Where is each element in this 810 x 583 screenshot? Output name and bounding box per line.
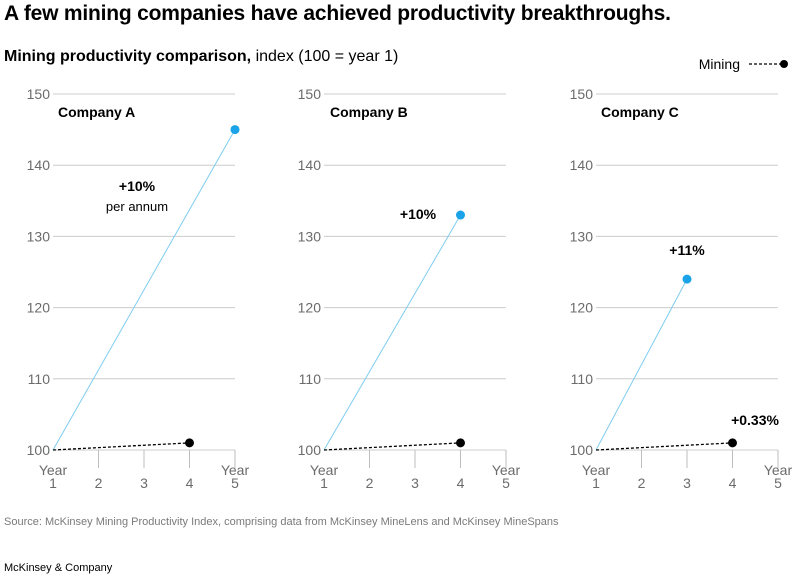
x-tick-label: 4 <box>186 475 194 491</box>
panel-title: Company A <box>58 104 135 120</box>
x-axis-label: Year <box>492 462 521 478</box>
chart-subtitle: Mining productivity comparison, index (1… <box>4 48 398 66</box>
company-series-line <box>52 129 236 451</box>
x-tick-label: 3 <box>411 475 419 491</box>
company-end-point <box>682 274 692 284</box>
company-series-line <box>323 214 461 451</box>
y-tick-label: 140 <box>27 157 51 173</box>
y-tick-label: 110 <box>28 371 51 387</box>
company-series-line <box>595 278 688 451</box>
y-tick-label: 120 <box>570 300 594 316</box>
y-tick-label: 150 <box>298 86 322 102</box>
x-axis-label: Year <box>582 462 611 478</box>
legend-mining-line-icon <box>749 60 788 68</box>
subtitle-bold: Mining productivity comparison, <box>4 48 252 65</box>
x-tick-label: 2 <box>638 475 646 491</box>
mining-series-line <box>595 442 733 451</box>
y-tick-label: 130 <box>298 228 322 244</box>
x-tick-label: 5 <box>231 475 239 491</box>
headline: A few mining companies have achieved pro… <box>4 2 671 25</box>
growth-annotation: +11% <box>669 242 705 258</box>
y-tick-label: 140 <box>570 157 594 173</box>
legend: Mining <box>699 56 790 72</box>
mining-end-point <box>456 438 465 448</box>
y-tick-label: 120 <box>27 300 51 316</box>
company-end-point <box>456 210 465 220</box>
y-tick-label: 130 <box>570 228 594 244</box>
y-tick-label: 120 <box>298 300 322 316</box>
legend-label: Mining <box>698 56 740 72</box>
y-tick-label: 140 <box>298 157 322 173</box>
x-tick-label: 1 <box>592 475 600 491</box>
y-tick-label: 110 <box>299 371 322 387</box>
growth-annotation-sub: per annum <box>106 199 168 214</box>
company-end-point <box>230 125 240 135</box>
panel-title: Company B <box>330 104 408 120</box>
y-tick-label: 150 <box>27 86 51 102</box>
mining-series-line <box>52 442 190 451</box>
x-tick-label: 3 <box>683 475 691 491</box>
growth-annotation: +0.33% <box>731 412 779 428</box>
mining-end-point <box>185 438 194 448</box>
y-tick-label: 110 <box>571 371 594 387</box>
x-tick-label: 4 <box>729 475 737 491</box>
x-tick-label: 2 <box>95 475 103 491</box>
mining-end-point <box>728 438 737 448</box>
y-tick-label: 150 <box>570 86 594 102</box>
panel-title: Company C <box>601 104 679 120</box>
subtitle-rest: index (100 = year 1) <box>251 48 399 65</box>
y-tick-label: 100 <box>298 442 322 458</box>
growth-annotation: +10% <box>400 206 437 222</box>
y-tick-label: 100 <box>570 442 594 458</box>
brand-footer: McKinsey & Company <box>4 562 113 574</box>
x-axis-label: Year <box>764 462 793 478</box>
x-tick-label: 5 <box>502 475 510 491</box>
x-tick-label: 1 <box>49 475 57 491</box>
x-tick-label: 1 <box>320 475 328 491</box>
x-tick-label: 2 <box>366 475 374 491</box>
y-tick-label: 130 <box>27 228 51 244</box>
x-tick-label: 4 <box>457 475 465 491</box>
x-axis-label: Year <box>310 462 339 478</box>
y-tick-label: 100 <box>27 442 51 458</box>
source-note: Source: McKinsey Mining Productivity Ind… <box>4 516 559 528</box>
mining-series-line <box>323 442 461 451</box>
x-axis-label: Year <box>39 462 68 478</box>
x-axis-label: Year <box>221 462 250 478</box>
x-tick-label: 5 <box>774 475 782 491</box>
x-tick-label: 3 <box>140 475 148 491</box>
growth-annotation: +10% <box>119 178 156 194</box>
